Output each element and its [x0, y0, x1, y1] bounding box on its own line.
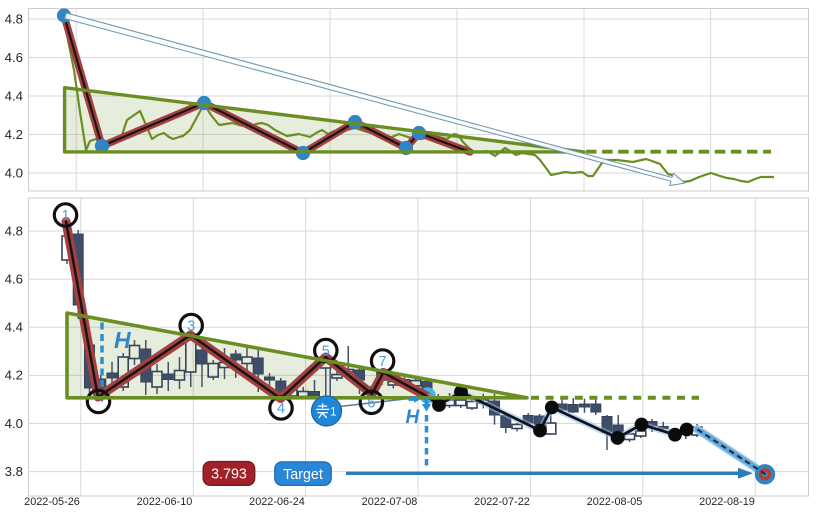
svg-text:2022-07-22: 2022-07-22 — [474, 496, 530, 508]
svg-text:4.8: 4.8 — [5, 11, 23, 26]
svg-text:4.4: 4.4 — [5, 320, 23, 335]
svg-text:7: 7 — [379, 354, 387, 370]
svg-text:H: H — [406, 407, 421, 428]
svg-text:4.8: 4.8 — [5, 223, 23, 238]
svg-text:4.6: 4.6 — [5, 272, 23, 287]
svg-text:2022-08-19: 2022-08-19 — [699, 496, 755, 508]
svg-text:5: 5 — [322, 344, 330, 360]
svg-text:6: 6 — [367, 396, 375, 412]
svg-text:2022-05-26: 2022-05-26 — [24, 496, 80, 508]
svg-text:2022-06-24: 2022-06-24 — [249, 496, 305, 508]
svg-text:3.793: 3.793 — [211, 467, 247, 483]
svg-text:H: H — [114, 327, 131, 353]
svg-text:1: 1 — [330, 406, 336, 418]
svg-text:2022-07-08: 2022-07-08 — [362, 496, 418, 508]
svg-text:2022-06-10: 2022-06-10 — [137, 496, 193, 508]
svg-text:3.8: 3.8 — [5, 464, 23, 479]
svg-text:4.6: 4.6 — [5, 50, 23, 65]
svg-text:1: 1 — [61, 208, 69, 224]
svg-text:4.2: 4.2 — [5, 127, 23, 142]
svg-text:3: 3 — [187, 319, 195, 335]
svg-text:4.4: 4.4 — [5, 88, 23, 103]
svg-text:4.0: 4.0 — [5, 165, 23, 180]
svg-text:4: 4 — [277, 401, 285, 417]
svg-text:2022-08-05: 2022-08-05 — [587, 496, 643, 508]
svg-text:4.2: 4.2 — [5, 368, 23, 383]
svg-text:Target: Target — [283, 467, 323, 483]
svg-text:4.0: 4.0 — [5, 416, 23, 431]
